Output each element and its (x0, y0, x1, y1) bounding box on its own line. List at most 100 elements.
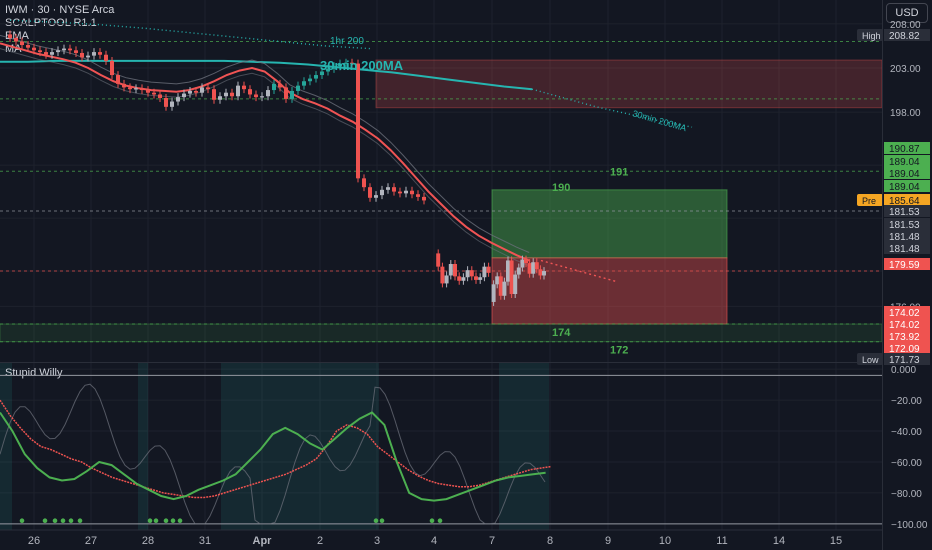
candle-body-d1-19 (116, 75, 120, 84)
osc-signal-dot-2 (52, 518, 58, 524)
candles (8, 30, 546, 306)
candle-body-d1-13 (80, 52, 84, 58)
indicator-label-ema[interactable]: EMA (5, 30, 29, 42)
osc-signal-dot-13 (429, 518, 435, 524)
osc-signal-dot-12 (379, 518, 385, 524)
level-label-190: 190 (552, 182, 570, 194)
price-badge-4: 189.04 (889, 182, 920, 193)
candle-body-d1-33 (200, 87, 204, 93)
candle-body-d1-62 (374, 195, 378, 198)
indicator-label-scalptool[interactable]: SCALPTOOL R1.1 (5, 17, 97, 29)
price-badge-15: 171.73 (889, 355, 920, 366)
candle-body-d1-43 (260, 96, 264, 98)
time-tick-2: 2 (317, 535, 323, 547)
ma-1hr-200-line (9, 19, 371, 50)
osc-highlight-1 (138, 363, 148, 530)
badge-label-low: Low (862, 355, 879, 365)
price-badge-11: 174.02 (889, 308, 920, 319)
price-tick-2: 198.00 (890, 108, 921, 119)
zone-green-trade (491, 189, 728, 259)
candle-body-d1-48 (290, 90, 294, 99)
candle-body-d2-6 (457, 276, 462, 281)
osc-tick-4: −80.00 (891, 489, 922, 500)
time-tick-28: 28 (142, 535, 154, 547)
candle-body-d1-30 (182, 93, 186, 98)
candle-body-d1-11 (68, 48, 72, 51)
candle-body-d1-66 (398, 191, 402, 194)
candle-body-d1-28 (170, 101, 174, 107)
price-badge-12: 174.02 (889, 320, 920, 331)
osc-tick-2: −40.00 (891, 427, 922, 438)
osc-highlight-2 (221, 363, 379, 530)
level-label-174: 174 (552, 327, 571, 339)
candle-body-d1-45 (272, 83, 276, 91)
candle-body-d3-14 (538, 269, 543, 276)
candle-body-d1-60 (362, 178, 366, 188)
chart-symbol-title: IWM · 30 · NYSE Arca (5, 4, 115, 16)
candle-body-d2-13 (486, 266, 491, 273)
time-tick-Apr: Apr (253, 535, 273, 547)
price-badge-9: 181.48 (889, 244, 920, 255)
ema-extension (540, 259, 618, 283)
candle-body-d1-58 (350, 62, 354, 64)
candle-body-d3-2 (495, 276, 500, 285)
candle-body-d1-59 (356, 63, 360, 179)
time-tick-27: 27 (85, 535, 97, 547)
ema-band-lower (0, 48, 530, 267)
candle-body-d3-15 (542, 271, 546, 276)
candle-body-d1-22 (134, 88, 138, 90)
time-tick-14: 14 (773, 535, 785, 547)
candle-body-d3-13 (534, 262, 539, 270)
candle-body-d1-50 (302, 81, 306, 86)
osc-signal-dot-5 (77, 518, 83, 524)
price-badge-13: 173.92 (889, 332, 920, 343)
candle-body-d1-56 (338, 63, 342, 67)
candle-body-d1-4 (26, 45, 30, 48)
badge-bg-10 (884, 258, 930, 270)
candle-body-d3-8 (516, 267, 521, 275)
price-badge-2: 189.04 (889, 157, 920, 168)
candle-body-d1-68 (410, 190, 414, 195)
osc-signal-dot-4 (68, 518, 74, 524)
candle-body-d3-12 (531, 262, 536, 274)
osc-signal-dot-7 (153, 518, 159, 524)
time-tick-9: 9 (605, 535, 611, 547)
time-tick-3: 3 (374, 535, 380, 547)
time-tick-4: 4 (431, 535, 437, 547)
zone-red-upper (375, 59, 883, 109)
candle-body-d2-5 (453, 263, 457, 277)
badge-label-bg-15 (857, 353, 883, 365)
osc-highlight-0 (0, 363, 12, 530)
candle-body-d1-46 (278, 83, 282, 88)
badge-bg-13 (884, 330, 930, 342)
candle-body-d1-24 (146, 90, 150, 93)
price-badge-8: 181.48 (889, 232, 920, 243)
price-tick-1: 203.00 (890, 64, 921, 75)
candle-body-d1-18 (110, 60, 114, 76)
zone-green-lower (0, 323, 883, 343)
candle-body-d3-10 (524, 259, 528, 264)
candle-body-d1-69 (416, 194, 420, 197)
candle-body-d1-23 (140, 88, 144, 91)
candle-body-d1-3 (20, 41, 24, 46)
osc-signal-dot-1 (42, 518, 48, 524)
osc-tick-1: −20.00 (891, 396, 922, 407)
badge-bg-2 (884, 155, 930, 167)
badge-bg-7 (884, 218, 930, 230)
candle-body-d1-25 (152, 92, 156, 95)
candle-body-d1-29 (176, 97, 180, 102)
candle-body-d1-20 (122, 83, 126, 88)
candle-body-d1-44 (266, 90, 270, 97)
currency-button[interactable]: USD (886, 3, 928, 23)
candle-body-d1-42 (254, 94, 258, 98)
candle-body-d3-11 (527, 263, 532, 274)
candle-body-d2-2 (440, 266, 445, 284)
time-tick-8: 8 (547, 535, 553, 547)
badge-bg-5 (884, 194, 930, 206)
candle-body-d1-12 (74, 50, 78, 53)
badge-label-pre: Pre (862, 196, 876, 206)
candle-body-d3-9 (520, 259, 525, 268)
zones (0, 40, 883, 343)
